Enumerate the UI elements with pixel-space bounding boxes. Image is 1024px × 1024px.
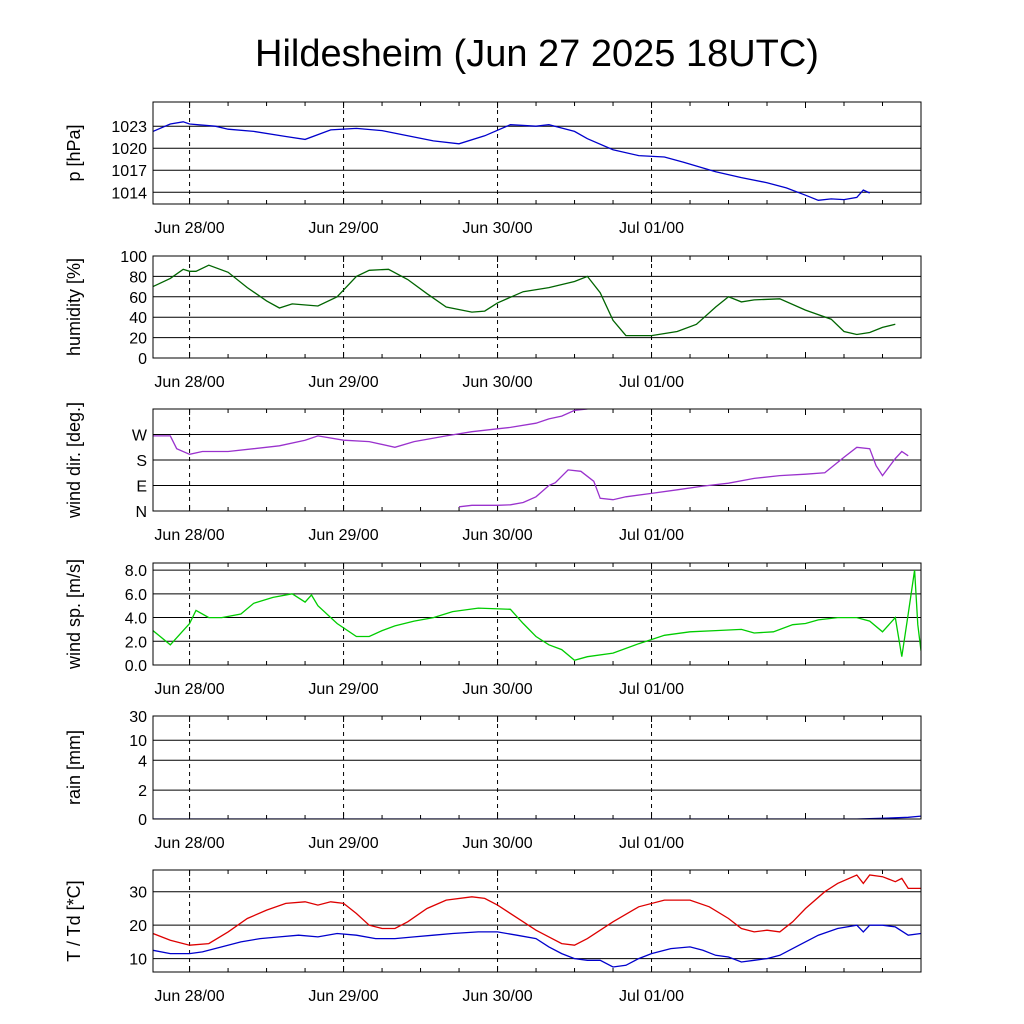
- panel-temperature: 10 20 30 Jun 28/00 Jun 29/00 Jun 30/00 Jul 01/…: [64, 869, 922, 1005]
- y-tick-label: 0: [138, 812, 147, 829]
- x-tick-label: Jun 30/00: [462, 835, 532, 852]
- x-tick-label: Jun 28/00: [154, 835, 224, 852]
- y-tick-label: 8.0: [125, 563, 147, 580]
- x-tick-label: Jun 29/00: [308, 220, 378, 237]
- y-tick-label: W: [132, 428, 148, 445]
- x-tick-label: Jun 29/00: [308, 374, 378, 391]
- y-tick-label: 100: [120, 249, 147, 266]
- panel-rain: 0 2 4 10 30 Jun 28/00 Jun 29/00 Jun 30/00 Jul 01…: [64, 709, 922, 852]
- x-tick-label: Jun 30/00: [462, 220, 532, 237]
- x-tick-label: Jul 01/00: [619, 988, 684, 1005]
- x-tick-label: Jun 30/00: [462, 988, 532, 1005]
- x-tick-label: Jul 01/00: [619, 220, 684, 237]
- x-tick-label: Jun 28/00: [154, 988, 224, 1005]
- x-tick-label: Jul 01/00: [619, 835, 684, 852]
- x-tick-label: Jun 29/00: [308, 988, 378, 1005]
- y-tick-label: N: [135, 504, 147, 521]
- series-line-wind-direction-1: [458, 446, 909, 508]
- y-axis-label: wind dir. [deg.]: [64, 402, 84, 519]
- y-axis-label: rain [mm]: [64, 730, 84, 805]
- y-tick-label: 10: [129, 952, 147, 969]
- y-tick-label: 40: [129, 310, 147, 327]
- x-tick-label: Jun 28/00: [154, 527, 224, 544]
- y-tick-label: S: [136, 453, 147, 470]
- y-tick-label: 80: [129, 269, 147, 286]
- x-tick-label: Jun 28/00: [154, 220, 224, 237]
- x-tick-label: Jun 28/00: [154, 374, 224, 391]
- series-line-humidity-0: [153, 264, 896, 337]
- x-tick-label: Jun 29/00: [308, 681, 378, 698]
- y-axis-label: wind sp. [m/s]: [64, 559, 84, 670]
- y-tick-label: 1014: [111, 185, 147, 202]
- y-tick-label: 2.0: [125, 634, 147, 651]
- y-tick-label: 30: [129, 885, 147, 902]
- x-tick-label: Jun 29/00: [308, 835, 378, 852]
- panel-pressure: 1023 1020 1017 1014 Jun 28/00 Jun 29/00 Jun 30…: [64, 101, 922, 237]
- y-tick-label: 20: [129, 918, 147, 935]
- y-tick-label: 4: [138, 753, 147, 770]
- y-tick-label: 1020: [111, 141, 147, 158]
- panel-frame: [152, 101, 922, 205]
- y-tick-label: 30: [129, 709, 147, 726]
- panel-frame: [152, 869, 922, 973]
- y-tick-label: 0.0: [125, 658, 147, 675]
- x-tick-label: Jul 01/00: [619, 527, 684, 544]
- series-line-pressure-0: [153, 121, 870, 201]
- y-tick-label: 10: [129, 733, 147, 750]
- x-tick-label: Jul 01/00: [619, 374, 684, 391]
- y-tick-label: 0: [138, 351, 147, 368]
- y-tick-label: 1017: [111, 163, 147, 180]
- y-tick-label: 60: [129, 290, 147, 307]
- y-tick-label: 6.0: [125, 587, 147, 604]
- x-tick-label: Jun 29/00: [308, 527, 378, 544]
- y-axis-label: p [hPa]: [64, 124, 84, 181]
- series-line-wind-speed-0: [153, 570, 921, 662]
- series-line-temperature-0: [153, 874, 921, 946]
- x-tick-label: Jun 30/00: [462, 527, 532, 544]
- y-axis-label: T / Td [*C]: [64, 880, 84, 961]
- y-tick-label: 20: [129, 331, 147, 348]
- panel-frame: [152, 408, 922, 512]
- y-tick-label: 2: [138, 783, 147, 800]
- y-tick-label: 4.0: [125, 611, 147, 628]
- panel-humidity: 0 20 40 60 80 100 Jun 28/00 Jun 29/00 Jun 30/00 J…: [64, 249, 922, 391]
- panel-frame: [152, 715, 922, 820]
- chart-title: Hildesheim (Jun 27 2025 18UTC): [255, 33, 819, 75]
- series-line-wind-direction-0: [153, 409, 588, 455]
- panel-frame: [152, 562, 922, 666]
- series-line-temperature-1: [153, 924, 921, 968]
- x-tick-label: Jul 01/00: [619, 681, 684, 698]
- x-tick-label: Jun 30/00: [462, 374, 532, 391]
- x-tick-label: Jun 30/00: [462, 681, 532, 698]
- y-tick-label: 1023: [111, 119, 147, 136]
- x-tick-label: Jun 28/00: [154, 681, 224, 698]
- y-axis-label: humidity [%]: [64, 258, 84, 356]
- series-line-rain-0: [153, 815, 921, 819]
- panel-wind-speed: 0.0 2.0 4.0 6.0 8.0 Jun 28/00 Jun 29/00 Jun 30/…: [64, 559, 922, 698]
- panel-frame: [152, 255, 922, 359]
- y-tick-label: E: [136, 479, 147, 496]
